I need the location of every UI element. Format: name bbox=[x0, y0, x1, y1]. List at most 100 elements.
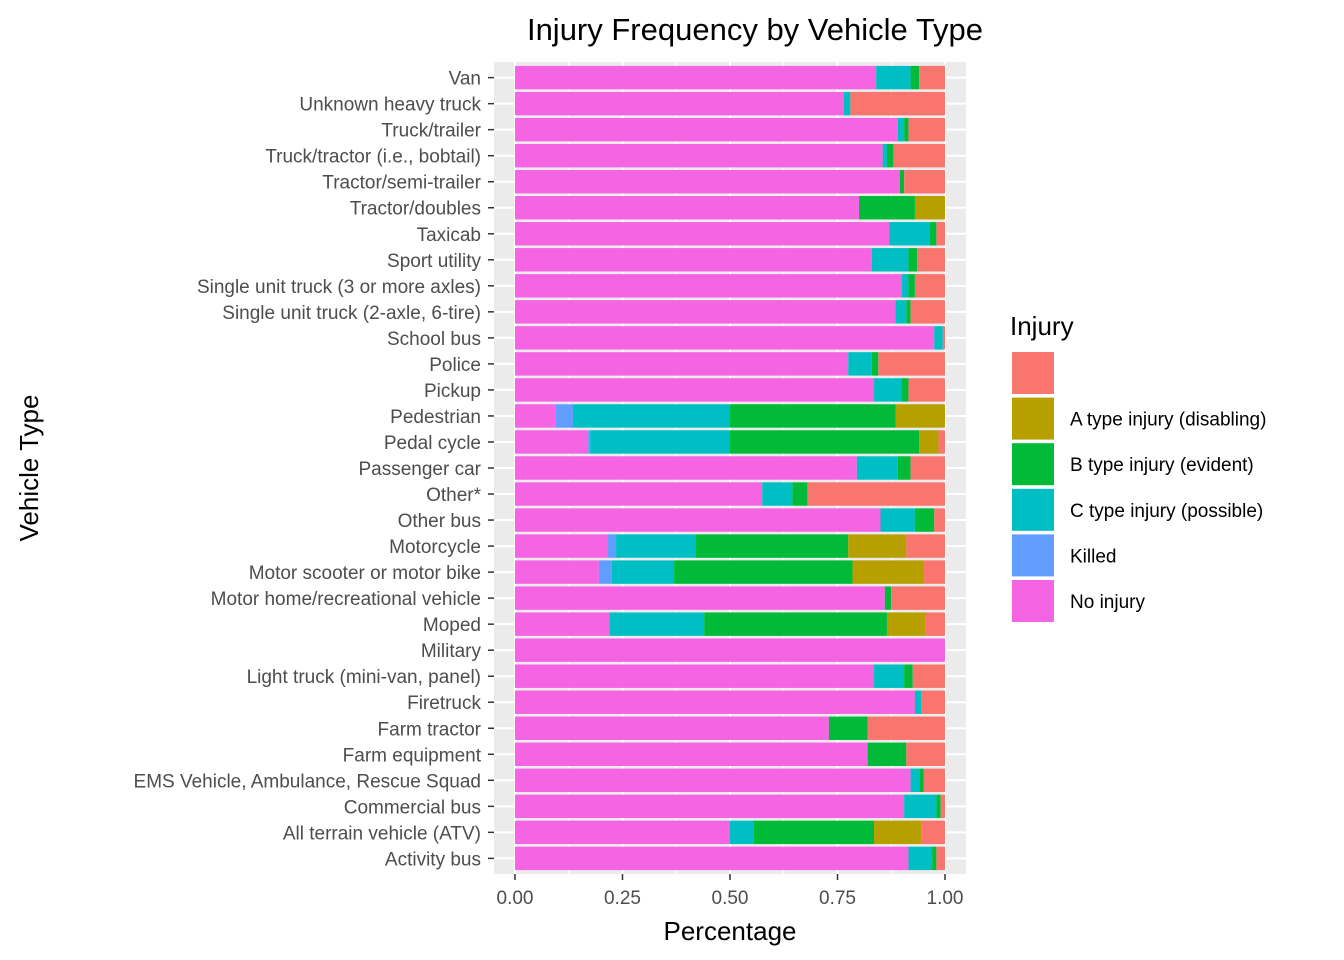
legend-key bbox=[1012, 534, 1054, 577]
bar-segment bbox=[874, 664, 905, 688]
y-tick-label: Motorcycle bbox=[389, 537, 481, 558]
y-tick-label: Taxicab bbox=[417, 225, 481, 246]
legend-label: A type injury (disabling) bbox=[1070, 410, 1266, 431]
bar-segment bbox=[515, 534, 608, 558]
bar-segment bbox=[730, 404, 896, 428]
bar-segment bbox=[515, 846, 909, 871]
bar-segment bbox=[515, 560, 599, 584]
bar-segment bbox=[852, 560, 924, 584]
bar-segment bbox=[895, 404, 945, 428]
y-tick-label: Unknown heavy truck bbox=[299, 95, 481, 116]
legend-label: Killed bbox=[1070, 546, 1116, 567]
y-tick-label: Light truck (mini-van, panel) bbox=[247, 667, 481, 688]
bar-segment bbox=[515, 196, 859, 220]
legend-label: No injury bbox=[1070, 592, 1145, 613]
bar-segment bbox=[515, 352, 849, 376]
y-tick-label: Passenger car bbox=[358, 459, 481, 480]
bar-segment bbox=[904, 664, 913, 688]
bar-segment bbox=[730, 430, 920, 454]
bar-segment bbox=[515, 430, 589, 454]
bar-segment bbox=[906, 742, 945, 766]
bar-segment bbox=[730, 820, 754, 845]
bar-segment bbox=[674, 560, 853, 584]
bar-segment bbox=[695, 534, 849, 558]
legend-key bbox=[1012, 580, 1054, 622]
bar-segment bbox=[876, 65, 911, 90]
y-tick-label: Sport utility bbox=[387, 251, 481, 272]
bar-segment bbox=[848, 352, 872, 376]
bar-segment bbox=[936, 846, 945, 871]
bar-segment bbox=[588, 430, 591, 454]
y-tick-label: Truck/trailer bbox=[381, 121, 481, 142]
y-tick-label: Tractor/semi-trailer bbox=[322, 173, 481, 194]
bar-segment bbox=[598, 560, 612, 584]
bar-segment bbox=[908, 248, 918, 272]
bar-segment bbox=[843, 91, 851, 116]
bar-segment bbox=[910, 300, 945, 324]
bar-segment bbox=[893, 143, 945, 168]
y-tick-label: Activity bus bbox=[385, 849, 481, 870]
bar-segment bbox=[889, 222, 930, 246]
bar-segment bbox=[515, 117, 898, 142]
bar-segment bbox=[850, 91, 945, 116]
y-tick-label: School bus bbox=[387, 329, 481, 350]
bar-segment bbox=[515, 638, 945, 662]
legend-items: A type injury (disabling) B type injury (… bbox=[1012, 352, 1266, 622]
bar-segment bbox=[904, 170, 945, 194]
bar-segment bbox=[515, 248, 872, 272]
bar-segment bbox=[936, 222, 945, 246]
bar-segment bbox=[899, 170, 905, 194]
bar-segment bbox=[910, 768, 920, 793]
bar-segment bbox=[897, 456, 911, 480]
bar-segment bbox=[515, 794, 905, 819]
x-tick-label: 0.25 bbox=[604, 888, 641, 909]
bar-segment bbox=[906, 534, 945, 558]
bar-segment bbox=[914, 508, 935, 532]
bar-segment bbox=[856, 456, 898, 480]
bar-segment bbox=[912, 664, 945, 688]
bar-segment bbox=[886, 143, 894, 168]
bar-segment bbox=[934, 508, 945, 532]
legend-label: B type injury (evident) bbox=[1070, 455, 1254, 476]
bar-segment bbox=[914, 274, 945, 298]
bar-segment bbox=[515, 586, 885, 610]
bar-segment bbox=[590, 430, 730, 454]
y-tick-label: Other* bbox=[426, 485, 482, 506]
bar-segment bbox=[904, 794, 937, 819]
bar-segment bbox=[515, 274, 902, 298]
y-tick-label: Military bbox=[421, 641, 482, 662]
bar-segment bbox=[828, 716, 868, 740]
legend-label: C type injury (possible) bbox=[1070, 501, 1263, 522]
bar-segment bbox=[515, 378, 875, 402]
bar-segment bbox=[921, 690, 945, 714]
bar-segment bbox=[919, 768, 924, 793]
bar-segment bbox=[921, 820, 945, 845]
y-tick-label: Commercial bus bbox=[344, 797, 481, 818]
bar-segment bbox=[515, 664, 875, 688]
bar-segment bbox=[938, 430, 945, 454]
x-tick-label: 0.00 bbox=[497, 888, 534, 909]
bar-segment bbox=[515, 716, 829, 740]
bar-segment bbox=[515, 300, 896, 324]
y-tick-label: Motor home/recreational vehicle bbox=[211, 589, 481, 610]
bar-segment bbox=[914, 690, 922, 714]
bar-segment bbox=[867, 742, 907, 766]
bar-segment bbox=[908, 117, 945, 142]
y-tick-label: Single unit truck (2-axle, 6-tire) bbox=[222, 303, 481, 324]
y-tick-label: Farm equipment bbox=[343, 745, 482, 766]
bar-segment bbox=[923, 560, 945, 584]
y-tick-label: Pickup bbox=[424, 381, 481, 402]
y-tick-label: All terrain vehicle (ATV) bbox=[283, 823, 481, 844]
bar-segment bbox=[704, 612, 887, 636]
bar-segment bbox=[573, 404, 730, 428]
bar-segment bbox=[515, 326, 935, 350]
y-tick-label: Farm tractor bbox=[378, 719, 482, 740]
bar-segment bbox=[914, 196, 945, 220]
bar-segment bbox=[908, 846, 933, 871]
bar-segment bbox=[807, 482, 945, 506]
bar-segment bbox=[792, 482, 808, 506]
bar-segment bbox=[897, 117, 905, 142]
bar-segment bbox=[886, 612, 926, 636]
bar-segment bbox=[934, 326, 943, 350]
legend-key bbox=[1012, 443, 1054, 486]
